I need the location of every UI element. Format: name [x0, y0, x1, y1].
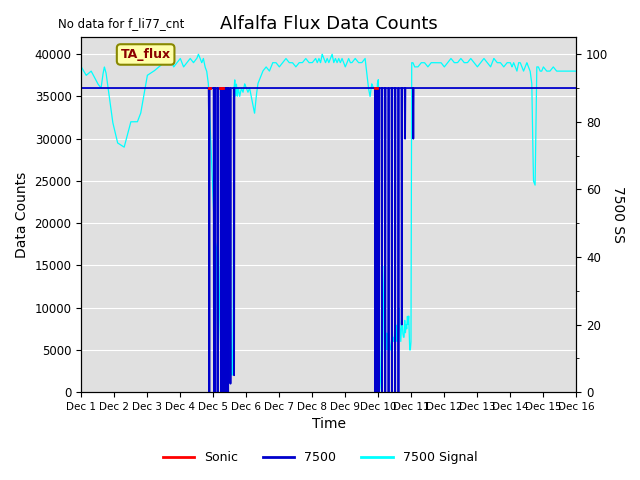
Text: TA_flux: TA_flux: [120, 48, 171, 61]
Legend: Sonic, 7500, 7500 Signal: Sonic, 7500, 7500 Signal: [158, 446, 482, 469]
X-axis label: Time: Time: [312, 418, 346, 432]
Title: Alfalfa Flux Data Counts: Alfalfa Flux Data Counts: [220, 15, 438, 33]
Y-axis label: 7500 SS: 7500 SS: [611, 186, 625, 243]
Text: No data for f_li77_cnt: No data for f_li77_cnt: [58, 17, 184, 30]
Y-axis label: Data Counts: Data Counts: [15, 172, 29, 258]
